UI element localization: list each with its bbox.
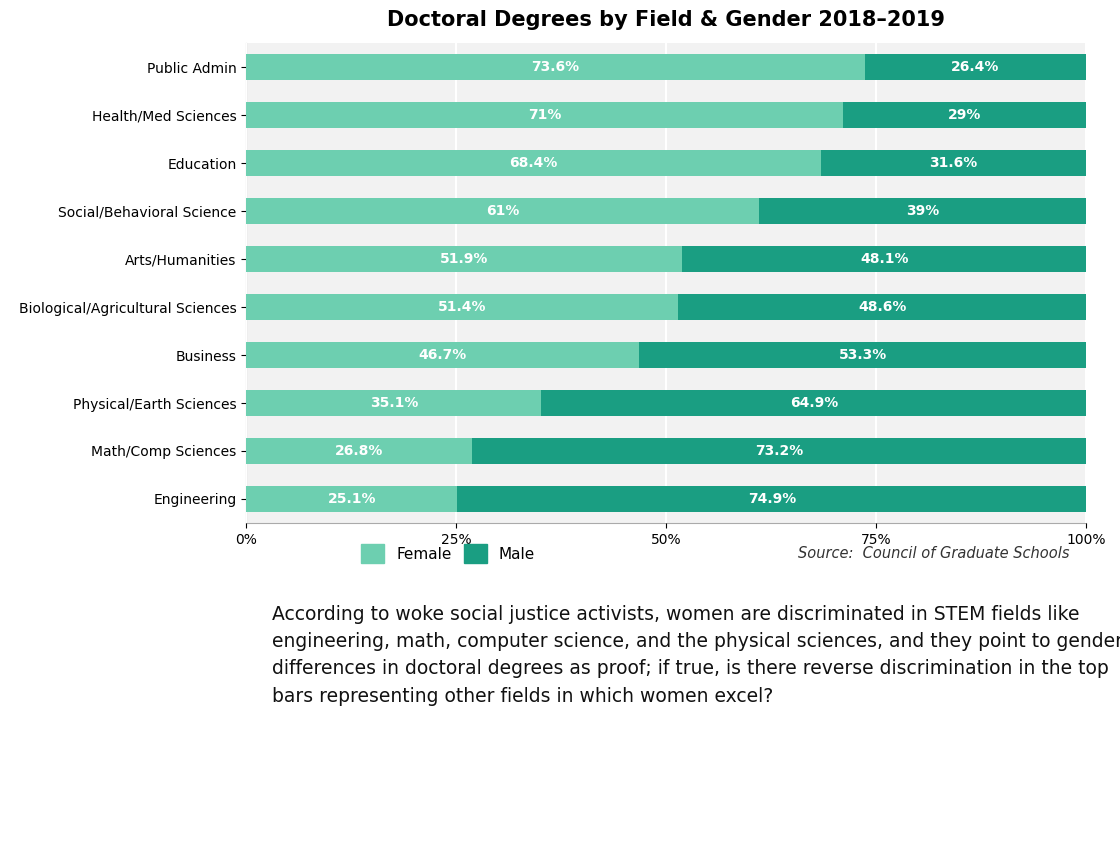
Bar bbox=[472, 438, 1086, 464]
Bar bbox=[246, 486, 457, 512]
Bar bbox=[682, 246, 1086, 272]
Bar bbox=[246, 150, 821, 176]
Text: 51.4%: 51.4% bbox=[438, 300, 486, 314]
Text: 48.1%: 48.1% bbox=[860, 252, 908, 266]
Bar bbox=[246, 293, 678, 320]
Text: 61%: 61% bbox=[486, 204, 520, 218]
Bar bbox=[865, 54, 1086, 80]
Bar bbox=[638, 342, 1086, 369]
Bar bbox=[457, 486, 1086, 512]
Text: According to woke social justice activists, women are discriminated in STEM fiel: According to woke social justice activis… bbox=[272, 605, 1120, 706]
Text: Source:  Council of Graduate Schools: Source: Council of Graduate Schools bbox=[799, 546, 1070, 561]
Text: 73.2%: 73.2% bbox=[755, 444, 803, 458]
Text: 25.1%: 25.1% bbox=[327, 492, 376, 506]
Bar bbox=[246, 198, 758, 224]
Bar bbox=[246, 390, 541, 416]
Text: 73.6%: 73.6% bbox=[532, 60, 579, 74]
Bar bbox=[541, 390, 1086, 416]
Bar bbox=[246, 246, 682, 272]
Text: 31.6%: 31.6% bbox=[930, 156, 978, 170]
Text: 46.7%: 46.7% bbox=[419, 348, 467, 362]
Text: 26.8%: 26.8% bbox=[335, 444, 383, 458]
Legend: Female, Male: Female, Male bbox=[355, 538, 541, 569]
Text: 48.6%: 48.6% bbox=[858, 300, 906, 314]
Bar bbox=[842, 102, 1086, 129]
Text: 68.4%: 68.4% bbox=[510, 156, 558, 170]
Title: Doctoral Degrees by Field & Gender 2018–2019: Doctoral Degrees by Field & Gender 2018–… bbox=[388, 10, 945, 30]
Text: 64.9%: 64.9% bbox=[790, 396, 838, 410]
Bar bbox=[246, 438, 472, 464]
Text: 74.9%: 74.9% bbox=[748, 492, 796, 506]
Bar bbox=[821, 150, 1086, 176]
Text: 26.4%: 26.4% bbox=[951, 60, 1000, 74]
Bar bbox=[758, 198, 1086, 224]
Text: 71%: 71% bbox=[528, 108, 561, 123]
Text: 51.9%: 51.9% bbox=[440, 252, 488, 266]
Bar bbox=[246, 54, 865, 80]
Bar bbox=[246, 102, 842, 129]
Text: 53.3%: 53.3% bbox=[839, 348, 887, 362]
Text: 29%: 29% bbox=[948, 108, 981, 123]
Text: 39%: 39% bbox=[906, 204, 940, 218]
Text: 35.1%: 35.1% bbox=[370, 396, 418, 410]
Bar bbox=[246, 342, 638, 369]
Bar bbox=[678, 293, 1086, 320]
